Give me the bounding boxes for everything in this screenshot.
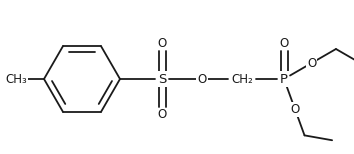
Text: O: O	[198, 73, 207, 85]
Text: O: O	[158, 36, 167, 49]
Text: P: P	[280, 73, 288, 85]
Text: O: O	[290, 103, 299, 116]
Text: O: O	[307, 57, 316, 69]
Text: O: O	[279, 36, 289, 49]
Text: S: S	[158, 73, 166, 85]
Text: CH₂: CH₂	[231, 73, 253, 85]
Text: CH₃: CH₃	[5, 73, 27, 85]
Text: O: O	[158, 109, 167, 122]
